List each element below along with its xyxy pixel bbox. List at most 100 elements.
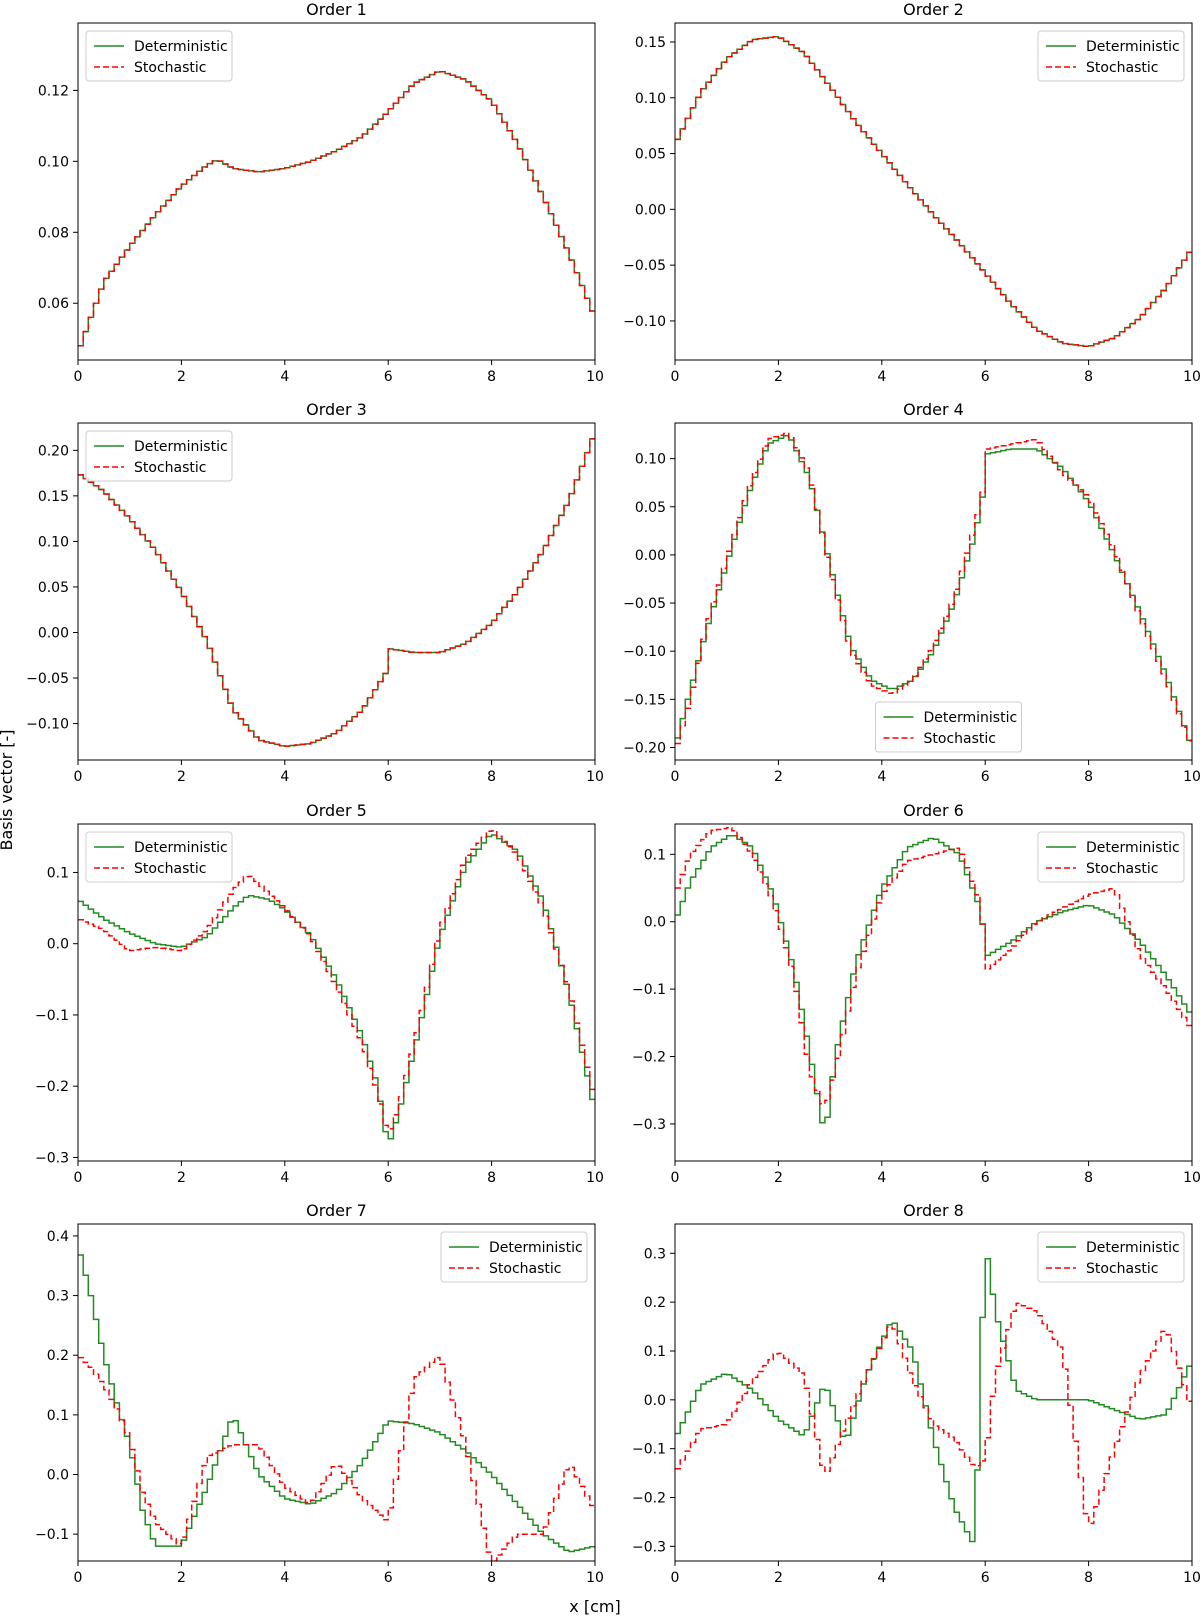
y-tick-label: −0.1 [35, 1008, 69, 1024]
series-line-stochastic [675, 35, 1192, 348]
x-tick-label: 8 [487, 769, 496, 785]
subplot-title: Order 4 [903, 400, 964, 419]
y-axis-label: Basis vector [-] [0, 729, 16, 850]
y-tick-label: −0.3 [632, 1539, 666, 1555]
y-tick-label: −0.1 [632, 982, 666, 998]
x-tick-label: 2 [774, 1170, 783, 1186]
x-tick-label: 4 [280, 769, 289, 785]
x-tick-label: 10 [586, 1570, 604, 1586]
y-tick-label: −0.1 [632, 1442, 666, 1458]
subplot-order-2: Order 2 0 2 4 6 8 10 −0.10 −0.05 0.00 0.05 0.10 0.15… [623, 0, 1200, 385]
y-tick-label: 0.0 [644, 1393, 666, 1409]
y-tick-label: 0.3 [644, 1246, 666, 1262]
x-tick-label: 6 [981, 1570, 990, 1586]
legend: Deterministic Stochastic [1037, 1231, 1185, 1283]
series-line-stochastic [675, 1302, 1192, 1525]
x-tick-label: 10 [586, 1170, 604, 1186]
series-line-deterministic [675, 835, 1192, 1124]
x-tick-label: 0 [74, 1170, 83, 1186]
series-line-stochastic [675, 827, 1192, 1105]
y-tick-label: 0.1 [47, 1408, 69, 1424]
legend-box [85, 430, 233, 482]
axes-frame [674, 1223, 1193, 1562]
subplot-title: Order 1 [306, 0, 367, 19]
y-tick-label: 0.4 [47, 1229, 69, 1245]
y-tick-label: 0.20 [38, 443, 69, 459]
series-line-deterministic [78, 438, 595, 747]
legend-label-deterministic: Deterministic [924, 710, 1018, 726]
x-tick-label: 2 [177, 1170, 186, 1186]
x-tick-label: 0 [671, 369, 680, 385]
legend-label-stochastic: Stochastic [489, 1261, 561, 1277]
y-tick-label: 0.05 [635, 147, 666, 163]
subplot-order-3: Order 3 0 2 4 6 8 10 −0.10 −0.05 0.00 0.05 0.10 0.15… [26, 400, 604, 785]
legend: Deterministic Stochastic [85, 831, 233, 883]
x-tick-label: 4 [877, 769, 886, 785]
x-tick-label: 10 [1183, 369, 1200, 385]
y-tick-label: 0.1 [47, 865, 69, 881]
y-tick-label: 0.00 [38, 625, 69, 641]
series-line-stochastic [78, 830, 595, 1130]
subplot-order-1: Order 1 0 2 4 6 8 10 0.06 0.08 0.10 0.12 Determinis… [38, 0, 604, 385]
y-tick-label: 0.15 [635, 35, 666, 51]
x-tick-label: 4 [877, 1570, 886, 1586]
y-tick-label: 0.1 [644, 847, 666, 863]
subplot-title: Order 5 [306, 801, 367, 820]
x-tick-label: 10 [1183, 1170, 1200, 1186]
series-line-deterministic [78, 834, 595, 1140]
y-tick-label: 0.10 [38, 534, 69, 550]
x-tick-label: 6 [384, 369, 393, 385]
x-tick-label: 10 [586, 369, 604, 385]
x-tick-label: 4 [877, 369, 886, 385]
x-tick-label: 4 [280, 1570, 289, 1586]
legend-label-deterministic: Deterministic [134, 39, 228, 55]
x-tick-label: 4 [877, 1170, 886, 1186]
legend-label-stochastic: Stochastic [1086, 861, 1158, 877]
x-tick-label: 2 [774, 769, 783, 785]
legend-box [85, 831, 233, 883]
x-tick-label: 8 [1084, 369, 1093, 385]
y-tick-label: 0.10 [635, 452, 666, 468]
y-tick-label: −0.10 [26, 717, 69, 733]
x-tick-label: 8 [487, 1170, 496, 1186]
y-tick-label: 0.06 [38, 296, 69, 312]
y-tick-label: 0.10 [635, 91, 666, 107]
x-tick-label: 0 [671, 769, 680, 785]
y-tick-label: 0.0 [47, 1468, 69, 1484]
legend-label-stochastic: Stochastic [134, 460, 206, 476]
legend: Deterministic Stochastic [1037, 831, 1185, 883]
subplot-order-7: Order 7 0 2 4 6 8 10 −0.1 0.0 0.1 0.2 0.3 0.4 Determi… [35, 1201, 604, 1586]
y-tick-label: 0.1 [644, 1344, 666, 1360]
y-tick-label: −0.2 [632, 1050, 666, 1066]
subplot-title: Order 8 [903, 1201, 964, 1220]
series-line-deterministic [675, 435, 1192, 742]
x-tick-label: 8 [487, 1570, 496, 1586]
x-tick-label: 2 [774, 1570, 783, 1586]
subplot-title: Order 3 [306, 400, 367, 419]
x-tick-label: 6 [981, 1170, 990, 1186]
x-axis-label: x [cm] [569, 1597, 620, 1616]
axes-frame [77, 422, 596, 761]
legend: Deterministic Stochastic [875, 701, 1022, 753]
x-tick-label: 10 [1183, 1570, 1200, 1586]
legend-box [875, 701, 1022, 753]
legend-label-deterministic: Deterministic [489, 1240, 583, 1256]
x-tick-label: 8 [1084, 1170, 1093, 1186]
series-line-stochastic [675, 432, 1192, 745]
legend: Deterministic Stochastic [85, 30, 233, 82]
x-tick-label: 6 [981, 769, 990, 785]
series-line-deterministic [675, 1258, 1192, 1543]
x-tick-label: 10 [1183, 769, 1200, 785]
x-tick-label: 0 [671, 1170, 680, 1186]
legend-label-deterministic: Deterministic [134, 439, 228, 455]
y-tick-label: −0.05 [623, 596, 666, 612]
legend-label-stochastic: Stochastic [134, 60, 206, 76]
x-tick-label: 2 [177, 1570, 186, 1586]
y-tick-label: −0.1 [35, 1527, 69, 1543]
subplot-order-8: Order 8 0 2 4 6 8 10 −0.3 −0.2 −0.1 0.0 0.1 0.2 0.3 De… [632, 1201, 1200, 1586]
subplot-title: Order 2 [903, 0, 964, 19]
legend: Deterministic Stochastic [1037, 30, 1185, 82]
y-tick-label: 0.0 [47, 937, 69, 953]
x-tick-label: 4 [280, 1170, 289, 1186]
legend-box [85, 30, 233, 82]
